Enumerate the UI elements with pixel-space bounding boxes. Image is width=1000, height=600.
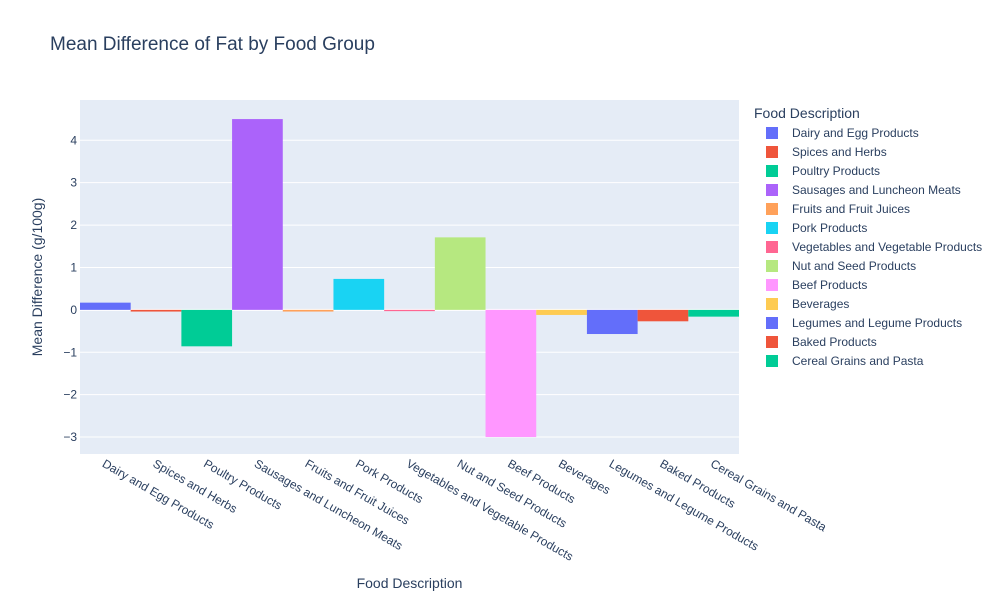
bar: [232, 119, 283, 310]
legend-item-label: Poultry Products: [792, 164, 880, 178]
bar: [536, 309, 587, 315]
legend-item-label: Dairy and Egg Products: [792, 126, 919, 140]
plot-area: [80, 100, 739, 454]
y-tick-label: −3: [63, 430, 77, 444]
bars: [80, 119, 739, 438]
legend-item-label: Beef Products: [792, 278, 867, 292]
legend-swatch: [766, 222, 778, 234]
legend-item-label: Nut and Seed Products: [792, 259, 916, 273]
bar: [80, 302, 131, 310]
legend-item-label: Vegetables and Vegetable Products: [792, 240, 982, 254]
legend-swatch: [766, 317, 778, 329]
legend-swatch: [766, 355, 778, 367]
legend-swatch: [766, 279, 778, 291]
y-axis-ticks: −3 −2 −1 0 1 2 3 4: [63, 133, 77, 444]
legend-swatch: [766, 260, 778, 272]
bar: [637, 309, 689, 322]
legend-swatch: [766, 184, 778, 196]
y-tick-label: 1: [70, 260, 77, 274]
legend-item-label: Fruits and Fruit Juices: [792, 202, 910, 216]
legend-item-label: Spices and Herbs: [792, 145, 887, 159]
y-tick-label: 0: [70, 303, 77, 317]
bar: [282, 309, 334, 312]
legend-item-label: Cereal Grains and Pasta: [792, 354, 924, 368]
legend-swatch: [766, 146, 778, 158]
legend: Food Description Dairy and Egg Products S…: [754, 105, 982, 368]
legend-item-label: Beverages: [792, 297, 849, 311]
legend-item-label: Pork Products: [792, 221, 867, 235]
bar: [333, 278, 385, 310]
bar: [181, 309, 233, 347]
legend-swatch: [766, 203, 778, 215]
x-axis-title: Food Description: [357, 575, 463, 591]
bar: [434, 237, 486, 310]
y-tick-label: 3: [70, 176, 77, 190]
legend-title: Food Description: [754, 105, 860, 121]
legend-swatch: [766, 336, 778, 348]
legend-swatch: [766, 127, 778, 139]
legend-swatch: [766, 241, 778, 253]
legend-swatch: [766, 298, 778, 310]
y-tick-label: −1: [63, 345, 77, 359]
bar: [586, 309, 638, 335]
y-tick-label: 4: [70, 133, 77, 147]
y-tick-label: 2: [70, 218, 77, 232]
bar: [130, 309, 182, 312]
chart-title: Mean Difference of Fat by Food Group: [50, 34, 375, 55]
legend-swatch: [766, 165, 778, 177]
bar: [688, 309, 739, 317]
legend-item-label: Legumes and Legume Products: [792, 316, 962, 330]
y-tick-label: −2: [63, 388, 77, 402]
legend-item-label: Baked Products: [792, 335, 877, 349]
legend-item-label: Sausages and Luncheon Meats: [792, 183, 961, 197]
y-axis-title: Mean Difference (g/100g): [29, 198, 45, 357]
bar: [384, 309, 435, 312]
bar: [485, 309, 537, 438]
